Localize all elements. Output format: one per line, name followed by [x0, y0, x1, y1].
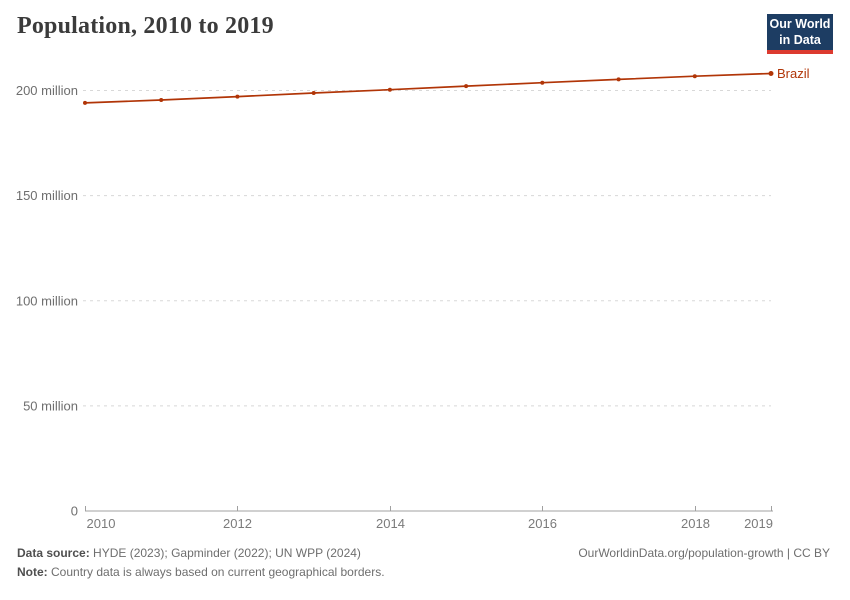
x-tick-label: 2019 — [744, 516, 773, 531]
footer-left: Data source: HYDE (2023); Gapminder (202… — [17, 544, 385, 582]
x-tick-label: 2010 — [87, 516, 116, 531]
y-tick-label: 150 million — [16, 188, 78, 203]
x-axis-labels: 2010 2012 2014 2016 2018 2019 — [87, 516, 774, 531]
y-axis-labels: 0 50 million 100 million 150 million 200 mil… — [16, 83, 78, 519]
data-source-text: HYDE (2023); Gapminder (2022); UN WPP (2… — [89, 546, 361, 560]
owid-logo[interactable]: Our World in Data — [767, 14, 833, 54]
data-point[interactable] — [692, 74, 697, 79]
y-tick-label: 100 million — [16, 293, 78, 308]
data-point[interactable] — [311, 91, 316, 95]
owid-logo-line1: Our World — [769, 17, 831, 31]
owid-logo-line2: in Data — [779, 32, 821, 47]
note-line: Note: Country data is always based on cu… — [17, 563, 385, 582]
footer-link[interactable]: OurWorldinData.org/population-growth | C… — [578, 546, 830, 560]
x-tick-label: 2012 — [223, 516, 252, 531]
x-tick-label: 2016 — [528, 516, 557, 531]
series-label-brazil: Brazil — [777, 66, 810, 81]
x-axis — [85, 506, 773, 512]
series-line-brazil[interactable] — [83, 71, 774, 105]
y-tick-label: 200 million — [16, 83, 78, 98]
data-point[interactable] — [768, 71, 774, 76]
note-label: Note: — [17, 565, 48, 579]
data-point[interactable] — [464, 84, 469, 89]
chart-title: Population, 2010 to 2019 — [17, 13, 274, 39]
x-tick-label: 2014 — [376, 516, 405, 531]
note-text: Country data is always based on current … — [47, 565, 385, 579]
data-point[interactable] — [83, 100, 87, 105]
data-point[interactable] — [540, 80, 545, 85]
y-tick-label: 0 — [71, 504, 78, 519]
chart-footer: Data source: HYDE (2023); Gapminder (202… — [17, 544, 830, 582]
x-tick-label: 2018 — [681, 516, 710, 531]
data-source-line: Data source: HYDE (2023); Gapminder (202… — [17, 544, 385, 563]
entity-label: Brazil — [777, 66, 810, 81]
data-point[interactable] — [387, 87, 392, 92]
gridlines — [83, 90, 771, 407]
y-tick-label: 50 million — [23, 398, 78, 413]
data-point[interactable] — [159, 98, 164, 102]
data-source-label: Data source: — [17, 546, 90, 560]
data-point[interactable] — [616, 77, 621, 82]
data-point[interactable] — [235, 94, 240, 99]
